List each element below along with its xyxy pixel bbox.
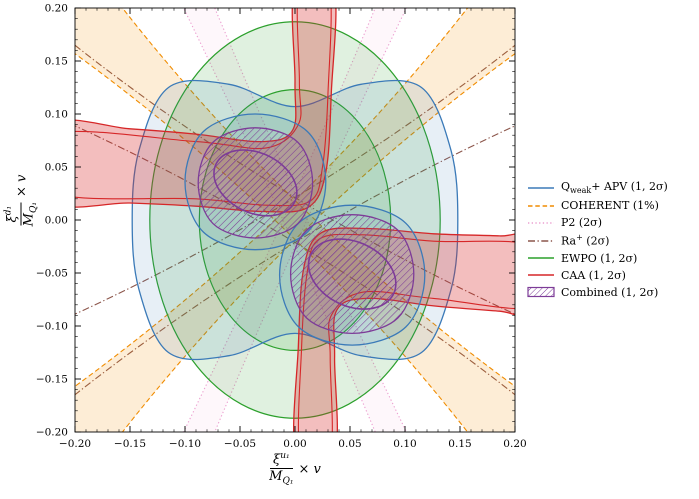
x-label-symbol: ξ xyxy=(273,452,281,468)
y-tick-label: 0.20 xyxy=(45,3,68,15)
legend-item-caa: CAA (1, 2σ) xyxy=(527,269,668,282)
y-axis-fraction: ξd₁ MQ₁ xyxy=(3,202,40,227)
y-tick-label: −0.20 xyxy=(36,427,68,439)
legend-item-qweak: Qweak+ APV (1, 2σ) xyxy=(527,180,668,195)
y-label-superscript: d₁ xyxy=(3,205,14,216)
y-label-symbol: ξ xyxy=(4,215,20,223)
region-combined-1sigma xyxy=(307,238,397,310)
x-axis-fraction: ξu₁ MQ₁ xyxy=(269,451,294,487)
legend-label-ra: Ra+ (2σ) xyxy=(561,233,610,248)
legend-sample-p2 xyxy=(528,221,554,224)
x-tick-label: 0.00 xyxy=(283,438,306,450)
x-tick-label: −0.15 xyxy=(114,438,146,450)
y-label-suffix: × v xyxy=(14,174,30,198)
x-label-suffix: × v xyxy=(298,462,321,477)
legend-label-coherent: COHERENT (1%) xyxy=(561,199,659,213)
y-tick-label: 0.10 xyxy=(45,109,68,121)
y-tick-label: 0.05 xyxy=(45,162,68,174)
y-axis-label: ξd₁ MQ₁ × v xyxy=(3,141,40,261)
axes: −0.20−0.20 −0.15 −0.15 −0.10 −0.10 −0.05 −0.05… xyxy=(36,3,527,450)
legend-item-combined: Combined (1, 2σ) xyxy=(527,286,668,299)
legend-item-ewpo: EWPO (1, 2σ) xyxy=(527,252,668,265)
x-axis-label: ξu₁ MQ₁ × v xyxy=(75,451,515,487)
y-label-denominator: M xyxy=(21,213,37,227)
y-label-subscript: Q₁ xyxy=(29,202,40,214)
x-tick-label: 0.05 xyxy=(338,438,361,450)
legend-label-qweak: Qweak+ APV (1, 2σ) xyxy=(561,180,668,196)
x-label-denominator: M xyxy=(269,468,283,484)
region-coherent-edge xyxy=(75,8,515,432)
legend-sample-caa xyxy=(528,274,554,277)
x-tick-label: −0.10 xyxy=(169,438,201,450)
legend-sample-coherent xyxy=(528,204,554,207)
region-coherent-edge xyxy=(75,8,515,432)
y-tick-label: 0.00 xyxy=(45,215,68,227)
y-tick-label: −0.05 xyxy=(36,268,68,280)
x-tick-label: 0.20 xyxy=(503,438,526,450)
plot-regions xyxy=(75,8,515,432)
legend-label-ewpo: EWPO (1, 2σ) xyxy=(561,251,638,265)
legend-item-p2: P2 (2σ) xyxy=(527,216,668,229)
x-label-subscript: Q₁ xyxy=(282,476,294,487)
legend-sample-ra xyxy=(528,239,554,242)
x-tick-label: −0.20 xyxy=(59,438,91,450)
x-tick-label: −0.05 xyxy=(224,438,256,450)
legend-label-p2: P2 (2σ) xyxy=(561,216,602,230)
region-combined-1sigma xyxy=(213,149,298,217)
y-tick-label: −0.10 xyxy=(36,321,68,333)
x-tick-label: 0.10 xyxy=(393,438,416,450)
legend-sample-combined xyxy=(527,287,555,298)
legend: Qweak+ APV (1, 2σ) COHERENT (1%) P2 (2σ) Ra… xyxy=(527,180,668,303)
legend-sample-ewpo xyxy=(528,257,554,260)
legend-label-caa: CAA (1, 2σ) xyxy=(561,268,626,282)
legend-item-coherent: COHERENT (1%) xyxy=(527,199,668,212)
legend-item-ra: Ra+ (2σ) xyxy=(527,233,668,248)
x-tick-label: 0.15 xyxy=(448,438,471,450)
region-caa-1sigma xyxy=(75,8,332,207)
legend-sample-qweak xyxy=(528,186,554,189)
x-label-superscript: u₁ xyxy=(280,451,290,461)
y-tick-label: 0.15 xyxy=(45,56,68,68)
legend-label-combined: Combined (1, 2σ) xyxy=(561,285,659,299)
y-tick-label: −0.15 xyxy=(36,374,68,386)
